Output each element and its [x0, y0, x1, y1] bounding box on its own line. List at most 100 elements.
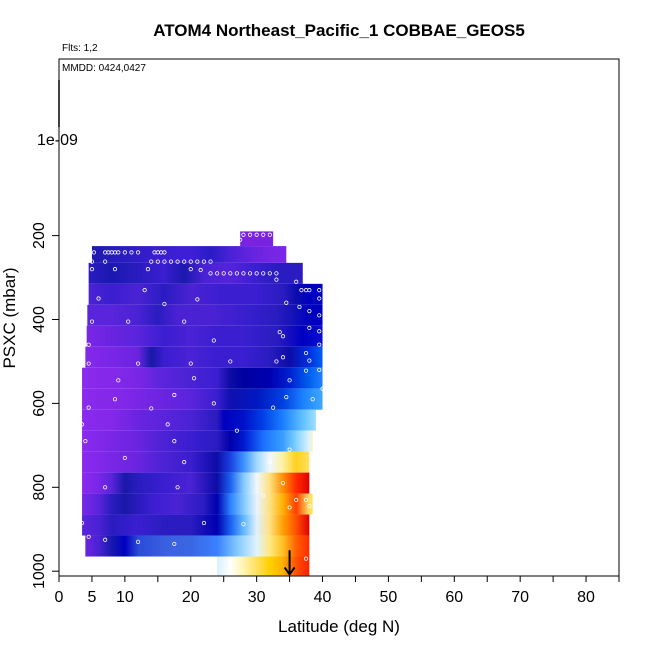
- obs-point: [79, 422, 85, 427]
- date-note: MMDD: 0424,0427: [62, 63, 146, 74]
- obs-point: [182, 319, 187, 324]
- obs-point: [103, 259, 108, 264]
- obs-point: [261, 493, 266, 498]
- obs-point: [175, 485, 180, 490]
- location-arrow: [283, 550, 296, 577]
- obs-point: [135, 539, 141, 544]
- heatmap-band: [217, 556, 310, 576]
- x-tick-label: 10: [116, 589, 134, 606]
- obs-point: [86, 534, 91, 539]
- obs-point: [103, 485, 108, 490]
- heatmap-band: [87, 304, 323, 326]
- obs-point: [162, 259, 167, 264]
- obs-point: [317, 313, 322, 318]
- heatmap-band: [82, 430, 313, 452]
- obs-point: [122, 455, 127, 461]
- obs-point: [317, 367, 322, 372]
- heatmap-band: [82, 388, 323, 410]
- obs-point: [274, 277, 279, 282]
- obs-point: [241, 232, 246, 237]
- x-tick-label: 20: [182, 589, 200, 606]
- obs-point: [234, 271, 239, 276]
- obs-point: [211, 401, 216, 406]
- heatmap-band: [91, 246, 287, 263]
- x-tick-label: 0: [55, 589, 64, 606]
- heatmap-band: [88, 283, 323, 305]
- obs-point: [238, 237, 243, 242]
- heatmap-bands: [82, 231, 323, 576]
- heatmap-band: [88, 262, 303, 284]
- y-axis-label: PSXC (mbar): [0, 267, 19, 368]
- obs-point: [135, 361, 141, 366]
- obs-point: [287, 378, 292, 383]
- obs-point: [241, 522, 246, 527]
- x-tick-label: 50: [380, 589, 398, 606]
- obs-point: [234, 428, 239, 433]
- heatmap-band: [86, 325, 323, 347]
- heatmap-band: [82, 472, 310, 494]
- obs-point: [299, 288, 304, 293]
- obs-point: [135, 250, 141, 255]
- obs-point: [122, 250, 127, 255]
- obs-point: [162, 250, 167, 255]
- obs-point: [241, 271, 246, 276]
- x-tick-label: 5: [87, 589, 96, 606]
- x-axis-label: Latitude (deg N): [278, 617, 400, 636]
- obs-point: [303, 556, 309, 561]
- x-tick-label: 70: [511, 589, 529, 606]
- y-tick-label: 1000: [31, 553, 48, 589]
- obs-point: [129, 250, 134, 255]
- obs-point: [267, 232, 272, 237]
- obs-point: [142, 288, 147, 293]
- obs-point: [294, 279, 299, 284]
- obs-point: [254, 271, 259, 276]
- obs-point: [86, 342, 91, 347]
- observation-points: [79, 232, 325, 561]
- obs-point: [188, 267, 193, 272]
- obs-point: [307, 325, 312, 330]
- obs-point: [280, 481, 286, 486]
- obs-point: [91, 250, 97, 255]
- obs-point: [96, 296, 101, 301]
- obs-point: [201, 520, 207, 526]
- obs-point: [274, 232, 279, 237]
- obs-point: [294, 497, 299, 502]
- obs-point: [201, 259, 207, 264]
- obs-point: [261, 271, 266, 276]
- x-tick-label: 80: [577, 589, 595, 606]
- obs-point: [228, 271, 233, 276]
- obs-point: [195, 297, 200, 302]
- heatmap-band: [85, 535, 310, 557]
- heatmap-band: [82, 514, 310, 536]
- obs-point: [280, 355, 286, 360]
- obs-point: [280, 334, 286, 339]
- obs-point: [284, 395, 289, 400]
- obs-point: [274, 271, 279, 276]
- obs-point: [274, 359, 279, 364]
- obs-point: [149, 406, 154, 411]
- heatmap-band: [82, 493, 313, 515]
- obs-point: [267, 460, 272, 465]
- obs-point: [303, 497, 309, 502]
- obs-point: [86, 405, 91, 410]
- obs-point: [303, 350, 309, 356]
- obs-point: [228, 359, 233, 364]
- obs-point: [145, 267, 151, 272]
- obs-point: [284, 300, 289, 305]
- x-tick-label: 40: [314, 589, 332, 606]
- obs-point: [162, 301, 167, 307]
- obs-point: [126, 319, 131, 324]
- obs-point: [211, 338, 216, 343]
- obs-point: [267, 271, 272, 276]
- obs-point: [307, 358, 312, 363]
- obs-point: [254, 232, 259, 237]
- obs-point: [116, 250, 121, 255]
- y-tick-label: 600: [31, 390, 48, 417]
- y-tick-label: 1e-09: [37, 132, 78, 149]
- obs-point: [247, 232, 253, 237]
- y-axis: 1e-09 200 400 600 800 1000: [31, 132, 78, 589]
- obs-point: [165, 422, 170, 427]
- obs-point: [195, 259, 200, 264]
- x-axis: 0 5 10 20 30 40 50 60 70 80: [55, 575, 620, 606]
